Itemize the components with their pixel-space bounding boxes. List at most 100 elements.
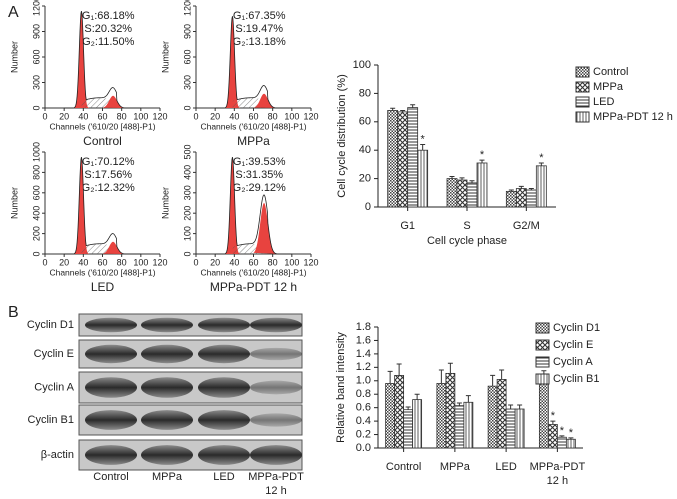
blot-row-label: β-actin — [41, 449, 74, 461]
error-bar — [438, 369, 444, 384]
significance: * — [560, 425, 565, 437]
y-tick-label: 0 — [31, 105, 41, 110]
bar — [515, 188, 527, 208]
y-tick-label: 600 — [182, 49, 192, 64]
blot-band — [141, 344, 193, 364]
error-bar — [396, 363, 402, 376]
g1-peak — [71, 157, 93, 254]
error-bar — [469, 180, 475, 183]
legend-label: Control — [593, 66, 628, 78]
significance: * — [539, 152, 544, 164]
error-bar — [517, 404, 523, 410]
error-bar — [420, 144, 426, 151]
g2-peak — [253, 93, 277, 108]
phase-stat: G₁:39.53% — [233, 156, 286, 168]
legend-label: MPPa — [593, 81, 624, 93]
x-tick-label: 0 — [42, 111, 47, 121]
bar — [565, 438, 576, 449]
blot-band — [250, 445, 302, 465]
bar — [412, 399, 423, 449]
phase-stat: G₁:70.12% — [82, 156, 135, 168]
bar — [487, 385, 498, 449]
g1-peak — [71, 11, 93, 108]
blot-band — [85, 410, 137, 430]
blot-band — [250, 413, 302, 427]
error-bar — [559, 435, 565, 438]
panel-name: Control — [83, 134, 122, 148]
blot-band — [85, 317, 137, 333]
x-tick-label: 120 — [152, 257, 167, 267]
g2-peak — [102, 95, 126, 108]
legend-swatch — [575, 96, 590, 108]
x-axis-label: Cell cycle phase — [427, 235, 507, 247]
blot-column-label: MPPa — [152, 471, 182, 483]
bar — [394, 374, 405, 449]
bar — [387, 110, 399, 208]
bar — [514, 408, 525, 449]
g2-peak — [253, 203, 277, 254]
blot-row-label: Cyclin D1 — [27, 319, 74, 331]
error-bar — [410, 104, 416, 108]
x-tick-label: 20 — [59, 111, 69, 121]
phase-stat: G₂:29.12% — [233, 182, 286, 194]
blot-band — [85, 445, 137, 465]
legend-label: Cyclin E — [553, 339, 593, 351]
blot-row-label: Cyclin B1 — [28, 414, 74, 426]
error-bar — [456, 402, 462, 406]
y-axis-label: Number — [160, 41, 170, 73]
legend-label: Cyclin B1 — [553, 373, 599, 385]
legend-swatch — [575, 111, 590, 123]
x-tick-label: 100 — [284, 257, 299, 267]
x-tick-label: G1 — [400, 220, 415, 232]
y-tick-label: 0.6 — [356, 402, 371, 414]
x-tick-label: 0 — [193, 111, 198, 121]
bar — [466, 182, 478, 208]
error-bar — [449, 175, 455, 179]
y-tick-label: 0 — [365, 201, 371, 213]
blot-band — [85, 377, 137, 398]
legend-swatch — [535, 339, 550, 351]
blot-band — [85, 344, 137, 364]
x-tick-label: G2/M — [512, 220, 540, 232]
legend-label: Cyclin D1 — [553, 322, 600, 334]
x-axis-label: Channels ('610/20 [488]-P1) — [49, 121, 155, 131]
panel-label: A — [8, 4, 19, 21]
y-tick-label: 0 — [31, 251, 41, 256]
x-tick-label: 60 — [248, 111, 258, 121]
blot-band — [141, 377, 193, 398]
bar — [385, 383, 396, 449]
y-tick-label: 0.0 — [356, 442, 371, 454]
error-bar — [538, 162, 544, 166]
blot-row-label: Cyclin A — [34, 381, 74, 393]
y-tick-label: 200 — [31, 226, 41, 241]
bar — [463, 401, 474, 449]
error-bar — [508, 189, 514, 192]
blot-band — [198, 317, 250, 333]
significance: * — [569, 427, 574, 439]
bar — [445, 372, 456, 449]
y-tick-label: 100 — [353, 59, 371, 71]
y-tick-label: 500 — [182, 144, 192, 159]
x-tick-label: 60 — [97, 257, 107, 267]
y-tick-label: 40 — [359, 144, 371, 156]
y-tick-label: 1200 — [31, 0, 41, 16]
error-bar — [387, 370, 393, 384]
blot-band — [141, 317, 193, 333]
legend-swatch — [575, 66, 590, 78]
y-tick-label: 600 — [31, 185, 41, 200]
x-axis-label: Channels ('610/20 [488]-P1) — [49, 267, 155, 277]
phase-stat: G₂:12.32% — [82, 182, 135, 194]
bar — [505, 190, 517, 208]
y-tick-label: 1200 — [182, 0, 192, 16]
y-tick-label: 200 — [182, 206, 192, 221]
x-tick-label: LED — [495, 461, 517, 473]
error-bar — [508, 404, 514, 410]
x-tick-label: 20 — [59, 257, 69, 267]
bar — [407, 107, 419, 208]
y-tick-label: 300 — [31, 75, 41, 90]
x-tick-label: 20 — [210, 257, 220, 267]
blot-band — [198, 344, 250, 364]
bar — [417, 149, 429, 208]
